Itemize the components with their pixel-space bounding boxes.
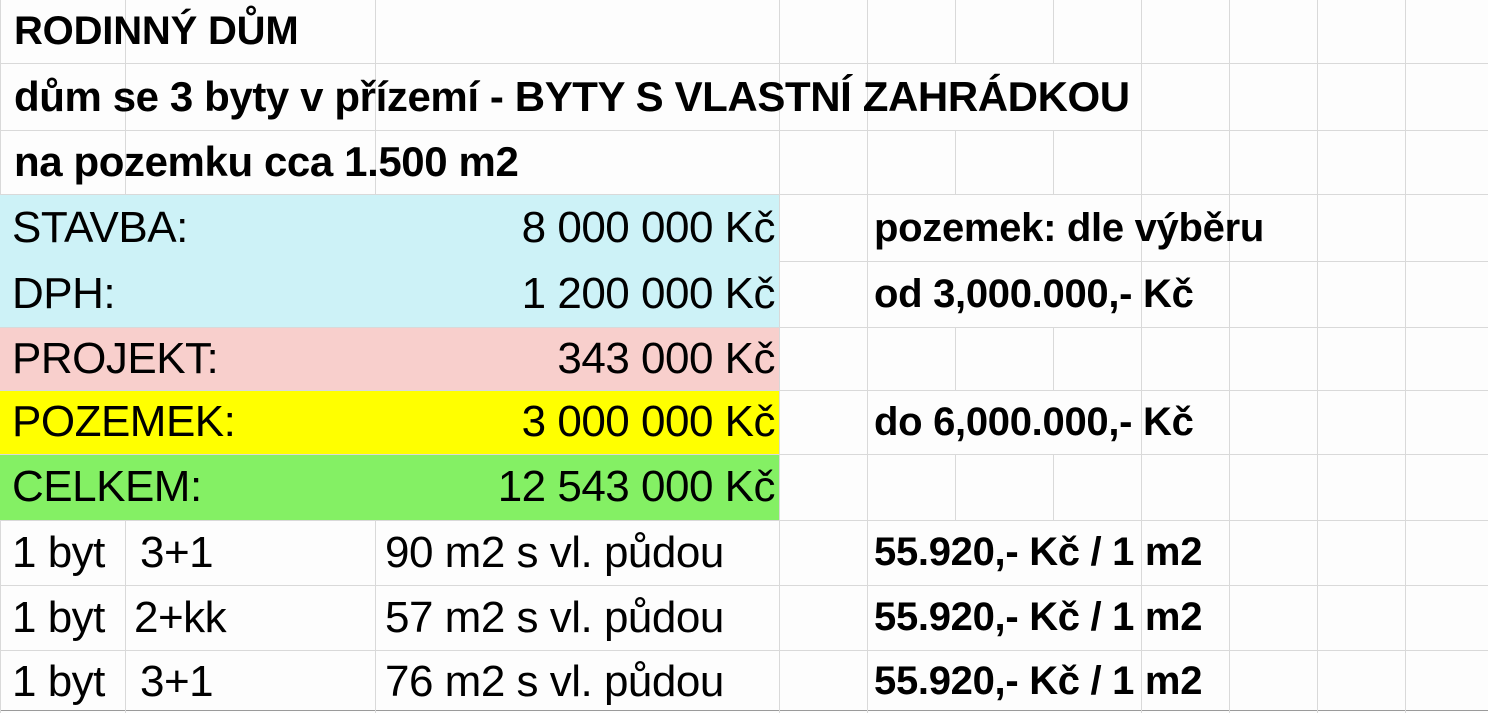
apartment-area-3: 76 m2 s vl. půdou xyxy=(385,656,724,706)
apartment-count-3: 1 byt xyxy=(12,656,105,706)
fill-celkem xyxy=(0,455,779,520)
note-price-from: od 3,000.000,- Kč xyxy=(874,271,1194,316)
gridline-row-8 xyxy=(0,520,1488,521)
budget-label-celkem: CELKEM: xyxy=(12,462,202,511)
gridline-row-3 xyxy=(0,194,1488,195)
gridline-col-d3-row6 xyxy=(1053,327,1054,391)
gridline-col-d2-row6 xyxy=(955,327,956,391)
gridline-row-2 xyxy=(0,130,1488,131)
budget-label-dph: DPH: xyxy=(12,269,116,318)
gridline-row-10 xyxy=(0,650,1488,651)
note-price-to: do 6,000.000,- Kč xyxy=(874,399,1194,444)
budget-label-pozemek: POZEMEK: xyxy=(12,397,236,446)
gridline-col-h xyxy=(1405,0,1406,713)
gridline-row-6 xyxy=(0,390,1488,391)
apartment-layout-1: 3+1 xyxy=(140,527,214,577)
budget-value-celkem: 12 543 000 Kč xyxy=(497,462,776,511)
gridline-col-e xyxy=(1141,0,1142,713)
gridline-col-d2-top xyxy=(955,0,956,63)
apartment-count-2: 1 byt xyxy=(12,592,105,642)
apartment-area-2: 57 m2 s vl. půdou xyxy=(385,592,724,642)
fill-stavba-dph xyxy=(0,195,779,327)
gridline-row-1 xyxy=(0,63,1488,64)
gridline-row-11 xyxy=(0,710,1488,711)
gridline-row-7 xyxy=(0,454,1488,455)
note-plot-selection: pozemek: dle výběru xyxy=(874,205,1264,250)
apartment-area-1: 90 m2 s vl. půdou xyxy=(385,527,724,577)
page-title: RODINNÝ DŮM xyxy=(14,9,299,53)
gridline-col-d3-row8 xyxy=(1053,454,1054,521)
gridline-col-f xyxy=(1229,0,1230,713)
gridline-col-d3-top xyxy=(1053,0,1054,63)
budget-label-stavba: STAVBA: xyxy=(12,203,188,252)
apartment-unit-price-3: 55.920,- Kč / 1 m2 xyxy=(874,659,1203,703)
budget-value-dph: 1 200 000 Kč xyxy=(521,269,776,318)
gridline-col-g xyxy=(1317,0,1318,713)
plot-size-label: na pozemku cca 1.500 m2 xyxy=(14,138,519,185)
apartment-layout-2: 2+kk xyxy=(134,592,227,642)
gridline-col-c xyxy=(779,0,780,713)
gridline-col-d xyxy=(867,0,868,713)
gridline-col-d3-row3 xyxy=(1053,130,1054,195)
subtitle: dům se 3 byty v přízemí - BYTY S VLASTNÍ… xyxy=(14,72,1130,120)
fill-projekt xyxy=(0,328,779,390)
gridline-col-d2-row3 xyxy=(955,130,956,195)
budget-value-pozemek: 3 000 000 Kč xyxy=(521,397,776,446)
apartment-count-1: 1 byt xyxy=(12,527,105,577)
gridline-col-d2-row8 xyxy=(955,454,956,521)
apartment-unit-price-2: 55.920,- Kč / 1 m2 xyxy=(874,595,1203,639)
fill-pozemek xyxy=(0,391,779,454)
budget-value-stavba: 8 000 000 Kč xyxy=(521,203,776,252)
budget-label-projekt: PROJEKT: xyxy=(12,333,219,383)
apartment-layout-3: 3+1 xyxy=(140,656,214,706)
gridline-row-9 xyxy=(0,585,1488,586)
apartment-unit-price-1: 55.920,- Kč / 1 m2 xyxy=(874,530,1203,574)
gridline-row-5 xyxy=(0,327,1488,328)
budget-value-projekt: 343 000 Kč xyxy=(557,333,775,383)
